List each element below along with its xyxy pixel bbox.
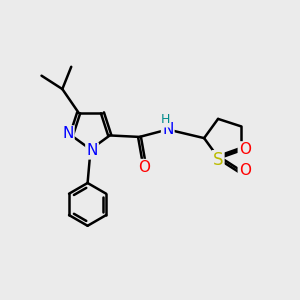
Text: N: N: [62, 127, 74, 142]
Text: N: N: [162, 122, 173, 137]
Text: O: O: [138, 160, 150, 175]
Text: O: O: [239, 163, 251, 178]
Text: S: S: [213, 151, 223, 169]
Text: N: N: [86, 143, 98, 158]
Text: O: O: [239, 142, 251, 158]
Text: H: H: [161, 113, 170, 127]
